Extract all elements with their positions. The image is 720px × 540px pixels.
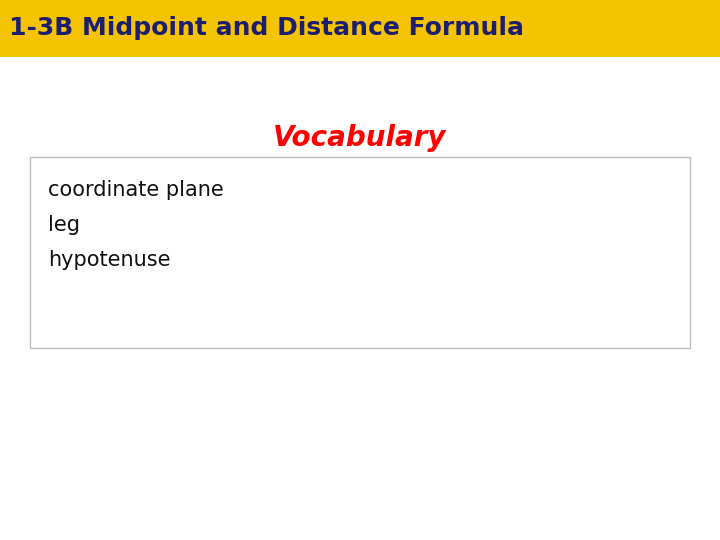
- FancyBboxPatch shape: [30, 157, 690, 348]
- Text: hypotenuse: hypotenuse: [48, 250, 171, 271]
- Text: Vocabulary: Vocabulary: [274, 124, 446, 152]
- Text: coordinate plane: coordinate plane: [48, 180, 224, 200]
- Text: leg: leg: [48, 215, 80, 235]
- Text: 1-3B Midpoint and Distance Formula: 1-3B Midpoint and Distance Formula: [9, 16, 523, 40]
